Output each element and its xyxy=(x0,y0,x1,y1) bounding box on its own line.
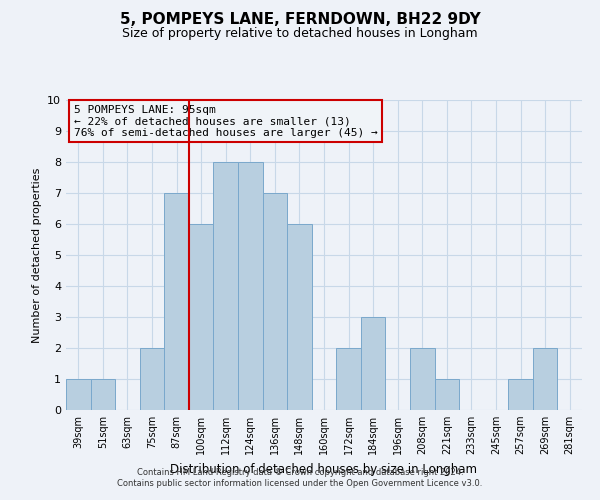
Bar xyxy=(361,317,385,410)
Bar xyxy=(140,348,164,410)
Bar xyxy=(287,224,312,410)
Bar xyxy=(434,379,459,410)
Bar xyxy=(164,193,189,410)
Text: 5, POMPEYS LANE, FERNDOWN, BH22 9DY: 5, POMPEYS LANE, FERNDOWN, BH22 9DY xyxy=(119,12,481,28)
X-axis label: Distribution of detached houses by size in Longham: Distribution of detached houses by size … xyxy=(170,462,478,475)
Text: Size of property relative to detached houses in Longham: Size of property relative to detached ho… xyxy=(122,28,478,40)
Bar xyxy=(508,379,533,410)
Bar xyxy=(263,193,287,410)
Bar xyxy=(91,379,115,410)
Bar xyxy=(533,348,557,410)
Bar xyxy=(238,162,263,410)
Bar xyxy=(214,162,238,410)
Text: Contains HM Land Registry data © Crown copyright and database right 2024.
Contai: Contains HM Land Registry data © Crown c… xyxy=(118,468,482,487)
Text: 5 POMPEYS LANE: 95sqm
← 22% of detached houses are smaller (13)
76% of semi-deta: 5 POMPEYS LANE: 95sqm ← 22% of detached … xyxy=(74,104,377,138)
Bar xyxy=(66,379,91,410)
Y-axis label: Number of detached properties: Number of detached properties xyxy=(32,168,41,342)
Bar xyxy=(410,348,434,410)
Bar xyxy=(189,224,214,410)
Bar xyxy=(336,348,361,410)
